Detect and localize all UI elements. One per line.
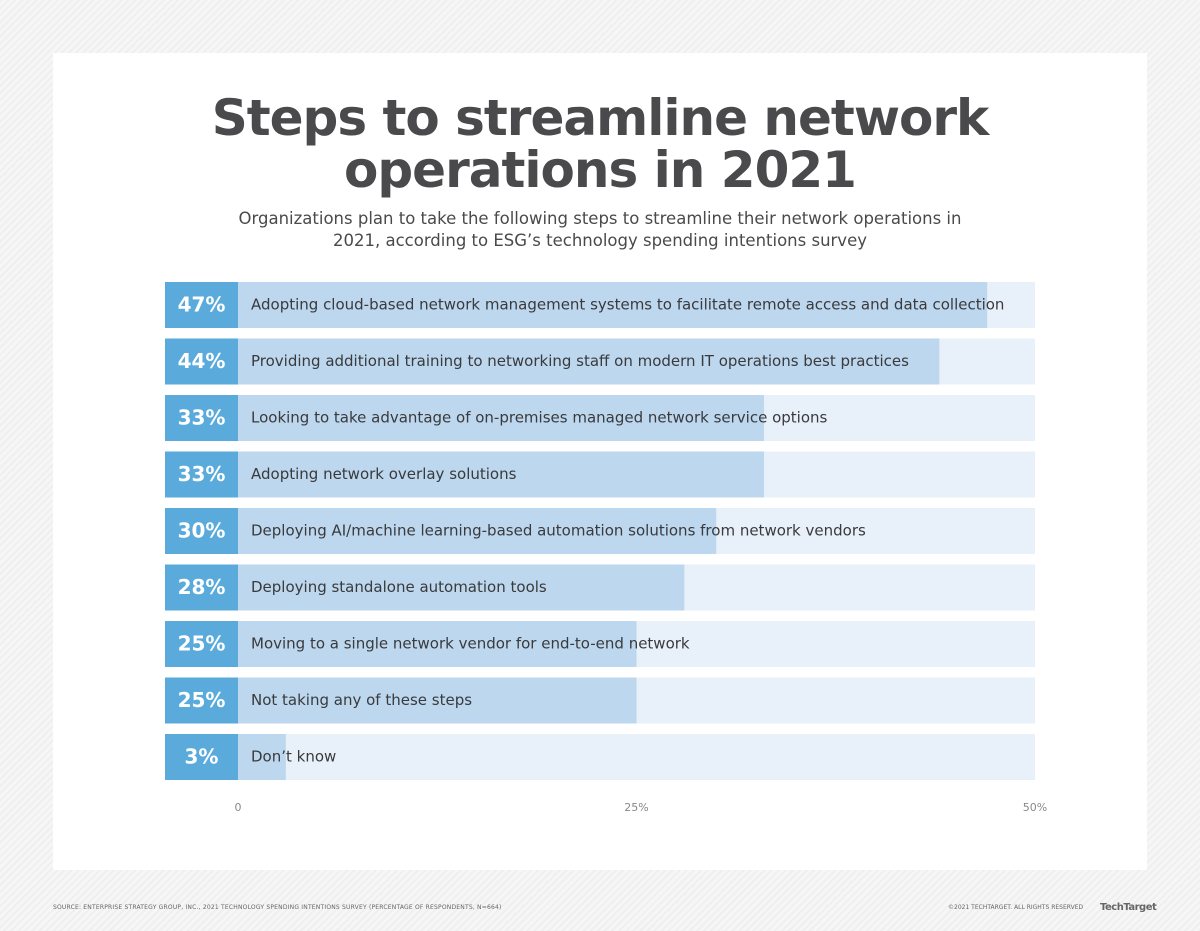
value-label: 25% [178, 632, 226, 656]
value-label: 33% [178, 406, 226, 430]
category-label: Moving to a single network vendor for en… [251, 635, 690, 653]
bar [238, 451, 765, 498]
bar [238, 508, 717, 554]
category-label: Deploying AI/machine learning-based auto… [251, 522, 866, 540]
bar [238, 734, 286, 780]
category-label: Deploying standalone automation tools [251, 578, 547, 596]
value-box [165, 734, 238, 780]
value-box [165, 451, 238, 498]
x-tick-label: 50% [1023, 801, 1047, 814]
value-box [165, 395, 238, 441]
value-label: 33% [178, 462, 226, 486]
value-box [165, 338, 238, 385]
bar [238, 338, 940, 385]
value-box [165, 508, 238, 554]
category-label: Providing additional training to network… [251, 352, 909, 370]
chart-subtitle: Organizations plan to take the following… [238, 209, 962, 250]
bar [238, 395, 765, 441]
x-tick-label: 0 [235, 801, 242, 814]
value-box [165, 621, 238, 667]
category-label: Not taking any of these steps [251, 691, 472, 709]
bar [238, 677, 637, 724]
category-label: Don’t know [251, 748, 336, 766]
value-label: 30% [178, 519, 226, 543]
copyright: ©2021 TECHTARGET. ALL RIGHTS RESERVED [948, 904, 1084, 911]
value-label: 3% [185, 745, 219, 769]
value-box [165, 677, 238, 724]
value-box [165, 564, 238, 611]
category-label: Adopting cloud-based network management … [251, 296, 1004, 314]
bar [238, 282, 988, 328]
value-label: 44% [178, 349, 226, 373]
source-note: SOURCE: ENTERPRISE STRATEGY GROUP, INC.,… [53, 904, 502, 911]
bar [238, 621, 637, 667]
category-label: Adopting network overlay solutions [251, 465, 517, 483]
value-box [165, 282, 238, 328]
logo: TechTarget [1100, 902, 1157, 913]
value-label: 25% [178, 688, 226, 712]
value-label: 47% [178, 293, 226, 317]
category-label: Looking to take advantage of on-premises… [251, 409, 827, 427]
x-tick-label: 25% [624, 801, 648, 814]
bar-track [238, 734, 1035, 780]
bar [238, 564, 685, 611]
chart-title: Steps to streamline network operations i… [211, 89, 990, 199]
value-label: 28% [178, 575, 226, 599]
